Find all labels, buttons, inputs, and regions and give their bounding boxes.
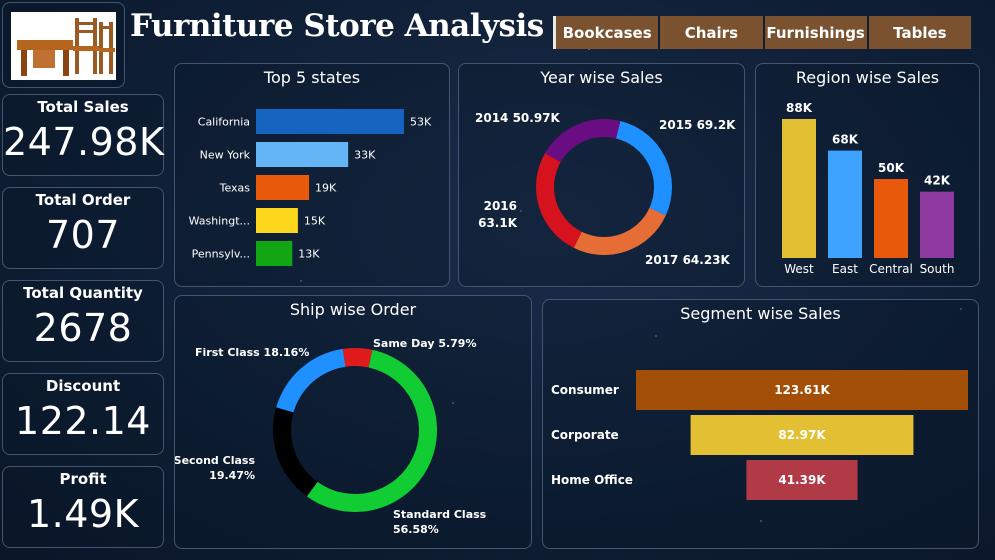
slice-label: Same Day 5.79% [373, 337, 476, 350]
bar [828, 150, 862, 258]
kpi-label: Profit [59, 470, 107, 488]
kpi-total-order: Total Order 707 [2, 187, 164, 269]
tab-tables[interactable]: Tables [868, 16, 973, 49]
slice-label: 19.47% [209, 469, 255, 482]
ship-order-chart: Same Day 5.79% Standard Class 56.58% Second… [175, 337, 487, 536]
slice-label: First Class 18.16% [195, 346, 309, 359]
funnel-value-label: 41.39K [778, 473, 826, 487]
kpi-label: Total Sales [37, 98, 129, 116]
bar [874, 179, 908, 258]
region-sales-panel: Region wise Sales 88K West 68K East 50K Centr… [755, 63, 980, 287]
bar-category-label: South [920, 262, 955, 276]
bar-category-label: Washingt... [189, 215, 250, 228]
slice-label: 2015 69.2K [659, 118, 736, 132]
bar-category-label: East [832, 262, 858, 276]
top5-states-chart: California 53K New York 33K Texas 19K Washingt… [189, 109, 432, 266]
category-tabs: Bookcases Chairs Furnishings Tables [553, 16, 973, 49]
segment-sales-panel: Segment wise Sales Consumer 123.61K Corpor… [542, 299, 979, 549]
kpi-value: 247.98K [3, 120, 165, 164]
chart-title: Segment wise Sales [680, 304, 841, 323]
chart-title: Region wise Sales [795, 68, 940, 87]
bar-value-label: 13K [298, 248, 320, 261]
funnel-bar [636, 370, 968, 410]
bar-category-label: Texas [219, 182, 251, 195]
year-sales-panel: Year wise Sales 2014 50.97K 2015 69.2K 201… [458, 63, 745, 287]
bar-value-label: 15K [304, 215, 326, 228]
donut-slice [616, 121, 672, 216]
kpi-value: 1.49K [26, 492, 140, 536]
tab-chairs[interactable]: Chairs [660, 16, 765, 49]
bar-category-label: New York [200, 149, 251, 162]
kpi-profit: Profit 1.49K [2, 466, 164, 548]
bar-value-label: 88K [786, 101, 813, 115]
kpi-total-sales: Total Sales 247.98K [2, 94, 164, 176]
slice-label: 63.1K [478, 216, 518, 230]
donut-slice [306, 349, 438, 512]
tab-furnishings[interactable]: Furnishings [764, 16, 869, 49]
donut-slice [545, 119, 621, 163]
bar-value-label: 53K [410, 116, 432, 129]
bar-value-label: 42K [924, 174, 951, 188]
slice-label: 2017 64.23K [645, 253, 731, 267]
kpi-label: Discount [45, 377, 121, 395]
funnel-category-label: Consumer [551, 383, 619, 397]
chart-title: Year wise Sales [540, 68, 663, 87]
chart-title: Top 5 states [263, 68, 361, 87]
kpi-total-quantity: Total Quantity 2678 [2, 280, 164, 362]
bar [256, 175, 310, 200]
logo-panel [2, 2, 125, 88]
page-title: Furniture Store Analysis [130, 8, 544, 44]
kpi-value: 122.14 [15, 399, 151, 443]
bar [256, 142, 349, 167]
bar-value-label: 33K [354, 149, 376, 162]
donut-slice [573, 207, 666, 255]
slice-label: 56.58% [393, 523, 439, 536]
donut-slice [342, 348, 373, 368]
ship-order-panel: Ship wise Order Same Day 5.79% Standard C… [174, 295, 532, 549]
donut-slice [536, 153, 582, 248]
bar-value-label: 68K [832, 133, 859, 147]
bar [256, 208, 298, 233]
bar-category-label: West [784, 262, 814, 276]
bar [782, 119, 816, 258]
bar-category-label: Central [869, 262, 913, 276]
kpi-value: 2678 [33, 306, 133, 350]
year-sales-chart: 2014 50.97K 2015 69.2K 2016 63.1K 2017 64.23… [475, 111, 736, 267]
segment-sales-chart: Consumer 123.61K Corporate 82.97K Home Offic… [551, 370, 968, 500]
bar-category-label: California [198, 116, 250, 129]
tab-bookcases[interactable]: Bookcases [553, 16, 661, 49]
donut-slice [273, 407, 318, 497]
bar [920, 191, 954, 258]
funnel-value-label: 82.97K [778, 428, 826, 442]
funnel-category-label: Home Office [551, 473, 633, 487]
slice-label: Standard Class [393, 508, 487, 521]
chart-title: Ship wise Order [289, 300, 417, 319]
bar [256, 109, 404, 134]
slice-label: 2016 [484, 199, 517, 213]
top5-states-panel: Top 5 states California 53K New York 33K Tex… [174, 63, 450, 287]
furniture-logo-icon [11, 12, 116, 80]
kpi-discount: Discount 122.14 [2, 373, 164, 455]
kpi-value: 707 [45, 213, 121, 257]
donut-slice [276, 348, 346, 413]
kpi-label: Total Order [35, 191, 131, 209]
funnel-category-label: Corporate [551, 428, 619, 442]
bar [256, 241, 293, 266]
slice-label: Second Class [175, 454, 255, 467]
funnel-bar [746, 460, 858, 500]
bar-value-label: 19K [315, 182, 337, 195]
bar-value-label: 50K [878, 161, 905, 175]
funnel-value-label: 123.61K [774, 383, 830, 397]
region-sales-chart: 88K West 68K East 50K Central 42K South [782, 101, 955, 276]
funnel-bar [690, 415, 914, 455]
kpi-label: Total Quantity [23, 284, 143, 302]
slice-label: 2014 50.97K [475, 111, 561, 125]
bar-category-label: Pennsylv... [192, 248, 250, 261]
